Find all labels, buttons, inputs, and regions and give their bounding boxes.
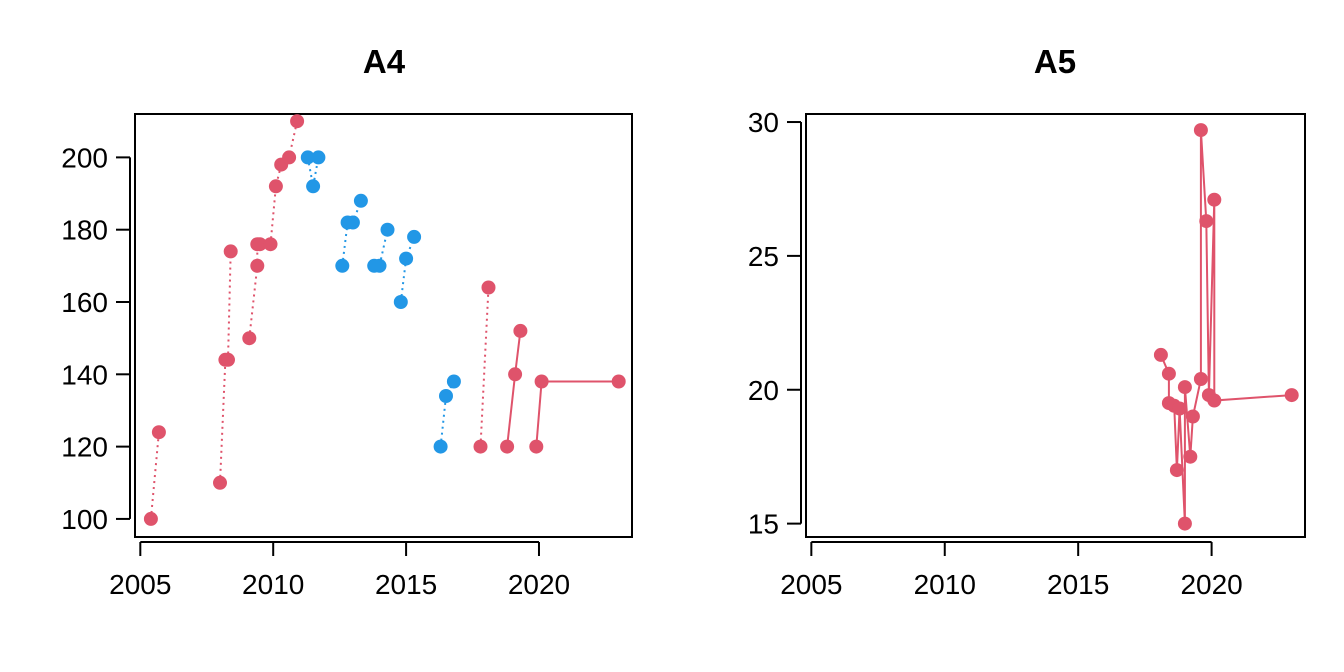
data-point bbox=[1193, 372, 1208, 386]
data-point bbox=[223, 244, 238, 259]
data-point bbox=[221, 352, 235, 367]
data-point bbox=[393, 295, 408, 309]
data-point bbox=[407, 229, 422, 244]
series-line bbox=[399, 236, 416, 303]
data-point bbox=[252, 237, 267, 252]
data-point bbox=[534, 374, 549, 389]
data-point bbox=[353, 193, 368, 208]
data-point bbox=[1284, 388, 1299, 403]
data-point bbox=[433, 439, 448, 454]
data-point bbox=[529, 439, 544, 454]
data-point bbox=[513, 323, 528, 338]
x-tick-label: 2020 bbox=[1180, 569, 1242, 600]
chart-panel-a5: A5 2005 2010 2015 2020 15 20 25 30 bbox=[748, 43, 1306, 600]
data-point bbox=[263, 237, 278, 252]
data-point bbox=[1207, 192, 1222, 207]
x-tick-label: 2005 bbox=[109, 569, 171, 600]
data-point bbox=[1177, 380, 1192, 395]
y-tick-label: 25 bbox=[748, 241, 779, 272]
data-point bbox=[439, 389, 453, 403]
data-point bbox=[446, 374, 461, 389]
data-point bbox=[242, 331, 257, 346]
data-point bbox=[1185, 409, 1200, 424]
data-point bbox=[380, 222, 395, 237]
x-tick-label: 2005 bbox=[780, 569, 842, 600]
data-point bbox=[372, 258, 387, 273]
series-line bbox=[306, 157, 320, 187]
data-point bbox=[1207, 393, 1222, 408]
data-point bbox=[290, 114, 305, 129]
chart-title: A4 bbox=[363, 43, 406, 80]
y-tick-label: 200 bbox=[61, 142, 108, 173]
series-line bbox=[219, 251, 232, 483]
series-line bbox=[535, 380, 619, 447]
data-point bbox=[143, 511, 158, 526]
data-point bbox=[1153, 347, 1168, 362]
data-point bbox=[1177, 516, 1192, 531]
data-point bbox=[282, 150, 297, 165]
series-line bbox=[269, 120, 299, 245]
y-tick-label: 100 bbox=[61, 504, 108, 535]
series-line bbox=[506, 330, 522, 447]
series-line bbox=[149, 432, 160, 519]
data-point bbox=[473, 439, 488, 454]
data-point bbox=[1169, 463, 1184, 478]
data-point bbox=[481, 280, 496, 295]
data-point bbox=[500, 439, 515, 454]
x-tick-label: 2010 bbox=[914, 569, 976, 600]
data-point bbox=[1161, 366, 1176, 381]
x-tick-label: 2010 bbox=[242, 569, 304, 600]
chart-title: A5 bbox=[1034, 43, 1076, 80]
data-point bbox=[335, 258, 350, 273]
data-point bbox=[1172, 401, 1187, 416]
plot-frame bbox=[805, 113, 1306, 538]
y-tick-label: 180 bbox=[61, 215, 108, 246]
data-point bbox=[300, 150, 315, 165]
data-point bbox=[306, 179, 321, 194]
y-tick-label: 140 bbox=[61, 359, 108, 390]
y-tick-label: 20 bbox=[748, 375, 779, 406]
series-line bbox=[479, 287, 490, 447]
data-point bbox=[151, 425, 166, 440]
data-point bbox=[213, 475, 227, 490]
x-tick-label: 2015 bbox=[1047, 569, 1109, 600]
y-tick-label: 160 bbox=[61, 287, 108, 318]
data-point bbox=[1199, 214, 1214, 229]
y-tick-label: 15 bbox=[748, 509, 779, 540]
plot-frame bbox=[134, 113, 633, 538]
data-point bbox=[611, 374, 626, 389]
data-point bbox=[311, 150, 326, 165]
x-tick-label: 2020 bbox=[508, 569, 570, 600]
data-point bbox=[345, 215, 360, 230]
data-point bbox=[250, 258, 265, 273]
series-line bbox=[248, 243, 260, 339]
y-tick-label: 120 bbox=[61, 432, 108, 463]
y-tick-label: 30 bbox=[748, 107, 779, 138]
x-tick-label: 2015 bbox=[375, 569, 437, 600]
data-point bbox=[508, 367, 523, 382]
data-point bbox=[268, 179, 283, 194]
chart-panel-a4: A4 2005 2010 2015 2020 100 120 140 160 180 200 bbox=[61, 43, 633, 600]
data-point bbox=[1183, 449, 1198, 464]
series-line bbox=[341, 200, 362, 266]
data-point bbox=[1193, 123, 1208, 138]
data-point bbox=[399, 251, 414, 266]
